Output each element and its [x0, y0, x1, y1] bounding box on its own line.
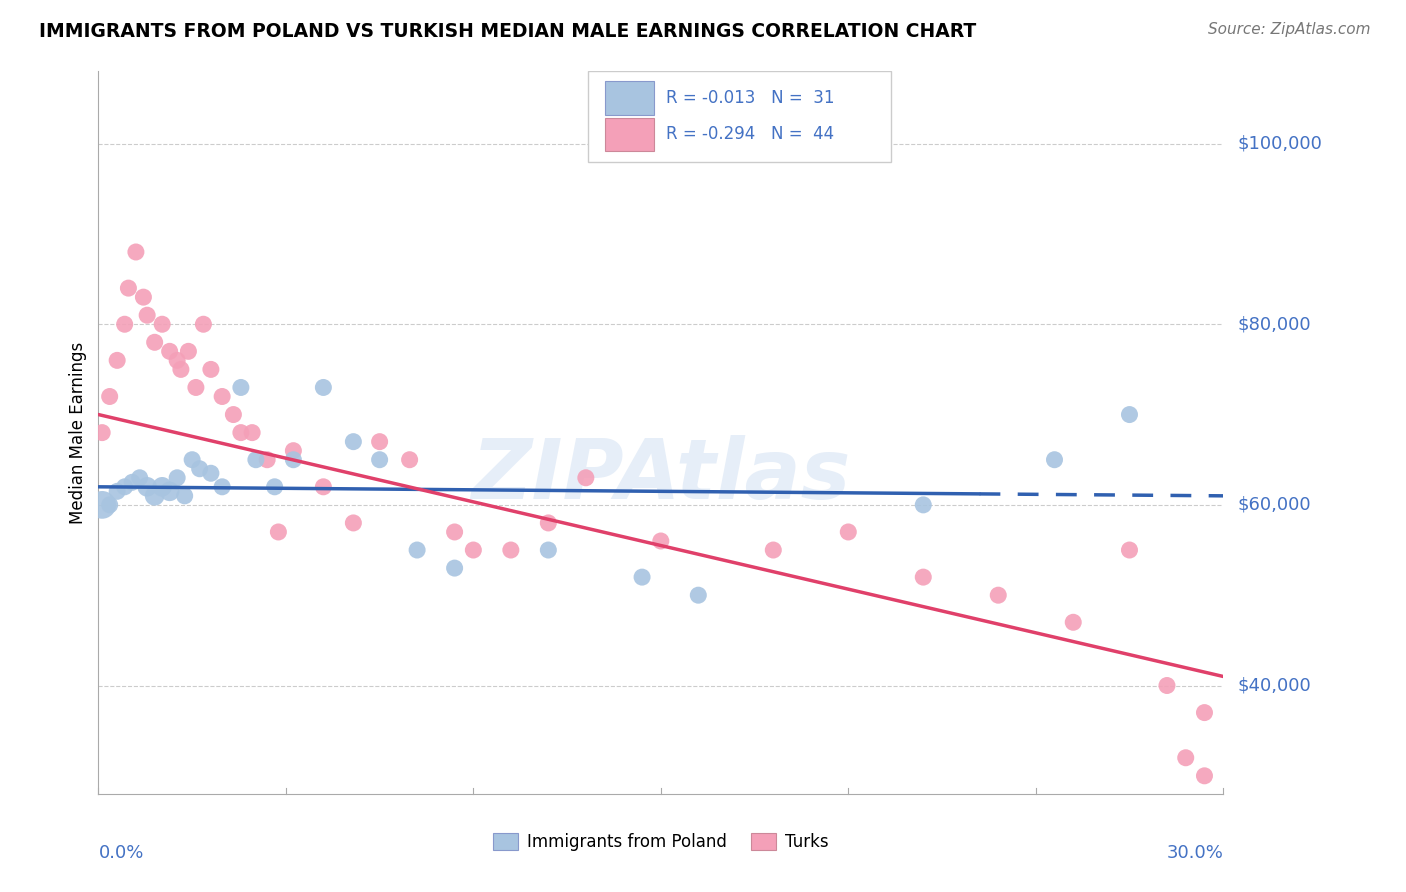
Point — [159, 484, 181, 499]
FancyBboxPatch shape — [605, 81, 654, 115]
Point — [1194, 706, 1216, 720]
Point — [263, 480, 285, 494]
Point — [631, 570, 654, 584]
Point — [398, 452, 420, 467]
Point — [912, 498, 935, 512]
Point — [229, 425, 252, 440]
Point — [143, 489, 166, 503]
Point — [98, 390, 121, 404]
FancyBboxPatch shape — [588, 71, 891, 161]
Point — [312, 380, 335, 394]
Point — [368, 452, 391, 467]
Text: IMMIGRANTS FROM POLAND VS TURKISH MEDIAN MALE EARNINGS CORRELATION CHART: IMMIGRANTS FROM POLAND VS TURKISH MEDIAN… — [39, 22, 977, 41]
Point — [537, 516, 560, 530]
Point — [368, 434, 391, 449]
Point — [650, 533, 672, 548]
Text: $40,000: $40,000 — [1237, 676, 1310, 695]
Point — [150, 317, 173, 331]
Point — [105, 353, 128, 368]
Text: R = -0.013   N =  31: R = -0.013 N = 31 — [666, 89, 835, 107]
Point — [121, 475, 143, 490]
Point — [200, 362, 222, 376]
Point — [193, 317, 215, 331]
Point — [762, 543, 785, 558]
Point — [837, 524, 859, 539]
Point — [136, 308, 159, 322]
Point — [150, 480, 173, 494]
Point — [443, 561, 465, 575]
Point — [912, 570, 935, 584]
Point — [342, 516, 364, 530]
Point — [159, 344, 181, 359]
FancyBboxPatch shape — [605, 118, 654, 151]
Point — [177, 344, 200, 359]
Point — [575, 471, 598, 485]
Point — [166, 471, 188, 485]
Point — [170, 362, 193, 376]
Point — [1194, 769, 1216, 783]
Text: $100,000: $100,000 — [1237, 135, 1322, 153]
Point — [283, 443, 305, 458]
Point — [132, 290, 155, 304]
Point — [98, 498, 121, 512]
Point — [128, 471, 150, 485]
Point — [443, 524, 465, 539]
Point — [688, 588, 710, 602]
Text: Source: ZipAtlas.com: Source: ZipAtlas.com — [1208, 22, 1371, 37]
Point — [184, 380, 207, 394]
Point — [222, 408, 245, 422]
Text: R = -0.294   N =  44: R = -0.294 N = 44 — [666, 125, 835, 144]
Point — [117, 281, 139, 295]
Point — [406, 543, 429, 558]
Point — [114, 317, 136, 331]
Point — [211, 390, 233, 404]
Point — [91, 425, 114, 440]
Point — [1156, 678, 1178, 692]
Point — [91, 498, 114, 512]
Point — [181, 452, 204, 467]
Text: ZIPAtlas: ZIPAtlas — [471, 435, 851, 516]
Point — [499, 543, 522, 558]
Point — [240, 425, 263, 440]
Point — [256, 452, 278, 467]
Point — [200, 467, 222, 481]
Point — [1174, 751, 1197, 765]
Text: $60,000: $60,000 — [1237, 496, 1310, 514]
Point — [143, 335, 166, 350]
Point — [267, 524, 290, 539]
Point — [283, 452, 305, 467]
Legend: Immigrants from Poland, Turks: Immigrants from Poland, Turks — [486, 826, 835, 858]
Point — [166, 353, 188, 368]
Point — [537, 543, 560, 558]
Point — [1062, 615, 1084, 630]
Point — [125, 244, 148, 259]
Point — [1118, 543, 1140, 558]
Point — [987, 588, 1010, 602]
Point — [211, 480, 233, 494]
Point — [188, 462, 211, 476]
Point — [229, 380, 252, 394]
Point — [312, 480, 335, 494]
Text: 30.0%: 30.0% — [1167, 845, 1223, 863]
Text: $80,000: $80,000 — [1237, 315, 1310, 334]
Point — [173, 489, 195, 503]
Point — [136, 480, 159, 494]
Point — [245, 452, 267, 467]
Point — [1043, 452, 1066, 467]
Point — [114, 480, 136, 494]
Point — [463, 543, 485, 558]
Y-axis label: Median Male Earnings: Median Male Earnings — [69, 342, 87, 524]
Text: 0.0%: 0.0% — [98, 845, 143, 863]
Point — [342, 434, 364, 449]
Point — [1118, 408, 1140, 422]
Point — [105, 484, 128, 499]
